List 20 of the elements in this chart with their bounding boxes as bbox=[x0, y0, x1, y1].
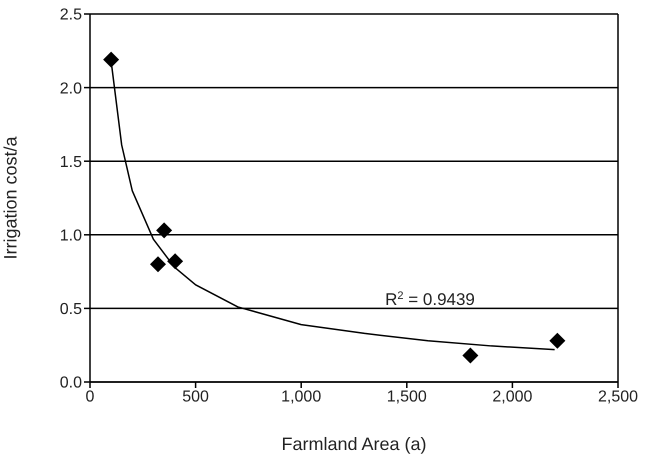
annotation: R$^{2}$ = 0.9439 bbox=[385, 290, 475, 309]
x-tick-label: 1,500 bbox=[386, 388, 427, 406]
point bbox=[150, 256, 166, 272]
point bbox=[549, 332, 566, 349]
y-axis-title: Irrigation cost/a bbox=[0, 135, 20, 260]
y-tick-label: 0.5 bbox=[60, 301, 82, 318]
y-tick-label: 1.5 bbox=[60, 154, 82, 171]
x-tick-label: 1,000 bbox=[281, 388, 322, 406]
x-axis-title: Farmland Area (a) bbox=[281, 434, 427, 454]
y-tick-label: 2.5 bbox=[60, 6, 82, 24]
x-tick-label: 0 bbox=[86, 388, 95, 406]
x-tick-label: 500 bbox=[182, 388, 210, 406]
point bbox=[103, 52, 120, 68]
point bbox=[462, 348, 478, 364]
y-tick-label: 1.0 bbox=[60, 227, 82, 244]
point bbox=[156, 222, 172, 238]
y-tick-label: 2.0 bbox=[60, 80, 82, 98]
y-tick-label: 0.0 bbox=[60, 374, 82, 392]
x-tick-label: 2,500 bbox=[598, 388, 638, 406]
x-tick-label: 2,000 bbox=[492, 388, 533, 406]
